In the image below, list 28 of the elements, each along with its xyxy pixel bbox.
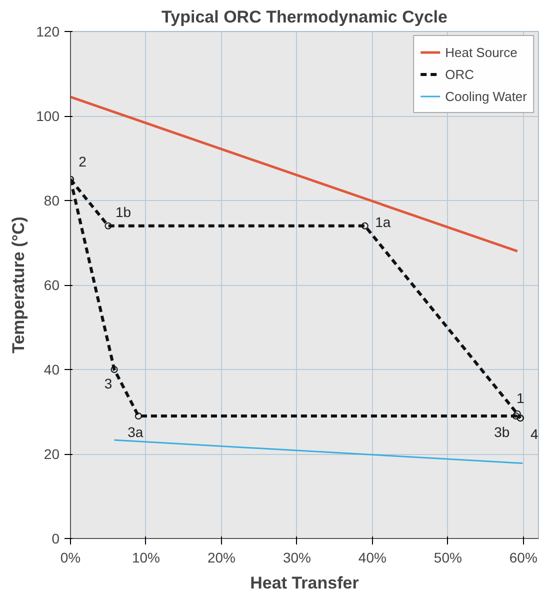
annotation: 3: [104, 376, 112, 392]
y-tick-label: 0: [52, 530, 60, 546]
annotation: 3a: [128, 424, 144, 440]
y-tick-label: 100: [36, 108, 60, 124]
x-axis-title: Heat Transfer: [250, 574, 360, 592]
y-tick-label: 20: [44, 446, 60, 462]
y-tick-label: 80: [44, 192, 60, 208]
x-tick-label: 10%: [132, 550, 160, 566]
x-tick-label: 30%: [282, 550, 311, 566]
legend-label: ORC: [445, 66, 474, 82]
annotation: 1: [516, 390, 524, 406]
y-axis-title: Temperature (°C): [9, 216, 28, 354]
x-tick-label: 0%: [60, 550, 81, 566]
annotation: 1a: [375, 214, 391, 230]
annotation: 2: [78, 153, 87, 170]
annotation: 4: [530, 426, 538, 442]
x-tick-label: 20%: [207, 550, 236, 566]
legend-label: Cooling Water: [445, 88, 527, 104]
annotation: 3b: [494, 424, 510, 440]
x-tick-label: 60%: [509, 550, 538, 566]
x-tick-label: 50%: [434, 550, 462, 566]
legend-label: Heat Source: [445, 44, 518, 60]
chart-title: Typical ORC Thermodynamic Cycle: [162, 8, 448, 26]
y-tick-label: 60: [44, 277, 60, 293]
annotation: 1b: [115, 204, 132, 220]
y-tick-label: 120: [36, 24, 60, 40]
y-tick-label: 40: [44, 362, 60, 378]
x-tick-label: 40%: [358, 550, 386, 566]
